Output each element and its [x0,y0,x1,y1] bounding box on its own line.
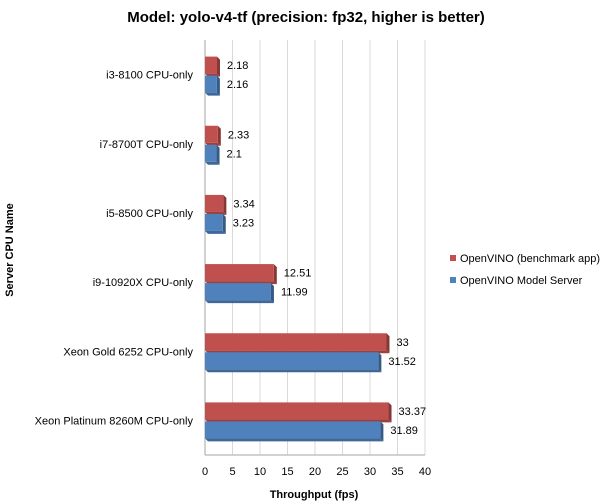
data-label: 3.34 [233,198,254,210]
y-tick-label: Xeon Platinum 8260M CPU-only [35,415,194,427]
y-tick-label: i9-10920X CPU-only [93,277,194,289]
data-label: 31.52 [388,356,416,368]
data-label: 33 [397,337,409,349]
data-label: 2.1 [227,148,242,160]
y-axis-title: Server CPU Name [4,203,16,297]
data-label: 2.16 [227,79,248,91]
legend: OpenVINO (benchmark app) OpenVINO Model S… [450,253,600,287]
data-label: 31.89 [390,425,418,437]
bar-model-server [205,75,217,93]
data-label: 2.33 [228,129,249,141]
bar-benchmark-app [205,125,218,143]
bar-benchmark-app [205,402,389,420]
y-tick-label: Xeon Gold 6252 CPU-only [63,346,193,358]
data-label: 2.18 [227,60,248,72]
x-tick-label: 30 [364,466,376,478]
bar-side-face [270,283,274,304]
bar-side-face [223,194,227,215]
axis-ticks: 0 5 10 15 20 25 30 35 40 i3-8100 CPU-only i7-8700T… [35,70,431,478]
bars [205,56,392,442]
bar-model-server [205,283,271,301]
bar-bottom-face [205,230,226,234]
bar-side-face [217,125,221,146]
chart-title: Model: yolo-v4-tf (precision: fp32, high… [127,9,485,26]
x-tick-label: 20 [309,466,321,478]
bar-model-server [205,352,379,370]
bar-benchmark-app [205,194,224,212]
bar-bottom-face [205,438,384,442]
bar-benchmark-app [205,264,274,282]
legend-swatch [450,255,456,261]
x-tick-label: 10 [254,466,266,478]
bar-bottom-face [205,161,220,165]
bar-side-face [222,213,226,234]
legend-label: OpenVINO Model Server [460,275,583,287]
bar-side-face [386,333,390,354]
bar-side-face [216,56,220,77]
bar-side-face [273,264,277,285]
x-tick-label: 35 [391,466,403,478]
y-tick-label: i5-8500 CPU-only [106,208,193,220]
x-tick-label: 40 [419,466,431,478]
bar-benchmark-app [205,333,387,351]
x-tick-label: 5 [229,466,235,478]
gridlines [204,40,426,456]
bar-side-face [378,352,382,373]
bar-bottom-face [205,300,274,304]
legend-swatch [450,277,456,283]
bar-side-face [216,75,220,96]
legend-label: OpenVINO (benchmark app) [460,253,600,265]
x-tick-label: 25 [336,466,348,478]
bar-bottom-face [205,369,382,373]
bar-model-server [205,213,223,231]
x-tick-label: 0 [202,466,208,478]
data-label: 11.99 [281,287,308,299]
bar-model-server [205,421,381,439]
data-label: 12.51 [284,268,312,280]
data-label: 33.37 [399,406,427,418]
y-tick-label: i3-8100 CPU-only [106,70,193,82]
bar-benchmark-app [205,56,217,74]
bar-side-face [216,144,220,165]
bar-side-face [380,421,384,442]
x-axis-title: Throughput (fps) [270,489,359,501]
data-label: 3.23 [233,217,254,229]
data-labels: 2.18 2.16 2.33 2.1 3.34 3.23 12.51 11.99 33 31.52… [227,60,427,437]
y-tick-label: i7-8700T CPU-only [100,139,194,151]
bar-bottom-face [205,92,220,96]
x-tick-label: 15 [281,466,293,478]
bar-side-face [388,402,392,423]
bar-model-server [205,144,217,162]
